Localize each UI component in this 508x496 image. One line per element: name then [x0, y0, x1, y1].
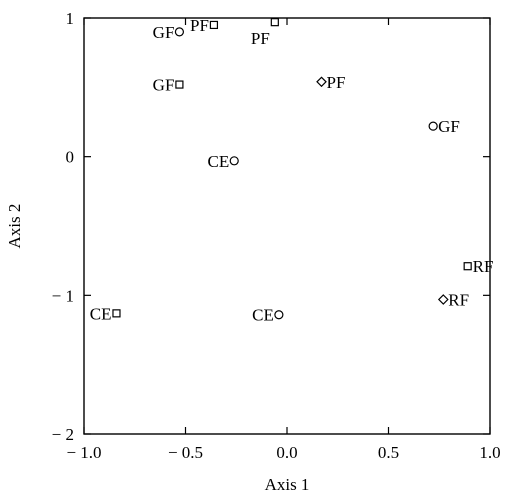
- x-tick-label: − 1.0: [66, 443, 101, 462]
- data-point-label: CE: [252, 306, 274, 325]
- data-point-marker: [428, 121, 438, 131]
- y-tick-label: − 1: [52, 286, 74, 305]
- data-point-label: RF: [473, 257, 494, 276]
- x-tick-label: 1.0: [479, 443, 500, 462]
- data-point-label: PF: [327, 73, 346, 92]
- x-tick-label: − 0.5: [168, 443, 203, 462]
- data-point-marker: [175, 80, 184, 89]
- x-axis-title: Axis 1: [265, 475, 310, 494]
- data-point-label: PF: [190, 16, 209, 35]
- plot-frame: [83, 17, 491, 435]
- data-point-label: CE: [207, 152, 229, 171]
- x-tick-label: 0.0: [276, 443, 297, 462]
- data-point-label: RF: [448, 290, 469, 309]
- data-point-label: GF: [438, 117, 460, 136]
- data-point-marker: [112, 309, 121, 318]
- data-point-label: CE: [90, 304, 112, 323]
- x-tick-label: 0.5: [378, 443, 399, 462]
- data-point-marker: [270, 18, 279, 27]
- data-point-marker: [463, 262, 472, 271]
- y-tick-label: − 2: [52, 425, 74, 444]
- y-tick-label: 1: [66, 9, 75, 28]
- data-point-marker: [209, 20, 219, 30]
- data-point-marker: [274, 310, 284, 320]
- data-point-label: PF: [251, 29, 270, 48]
- data-point-marker: [316, 76, 327, 88]
- data-point-label: GF: [153, 23, 175, 42]
- y-axis-title: Axis 2: [5, 204, 24, 249]
- axis-ticks: − 1.0 − 0.5 0.0 0.5 1.0 1 0 − 1 − 2: [52, 9, 501, 462]
- y-tick-label: 0: [66, 148, 75, 167]
- data-point-marker: [437, 294, 449, 305]
- data-point-marker: [174, 27, 185, 37]
- data-point-marker: [229, 156, 239, 166]
- data-point-label: GF: [153, 76, 175, 95]
